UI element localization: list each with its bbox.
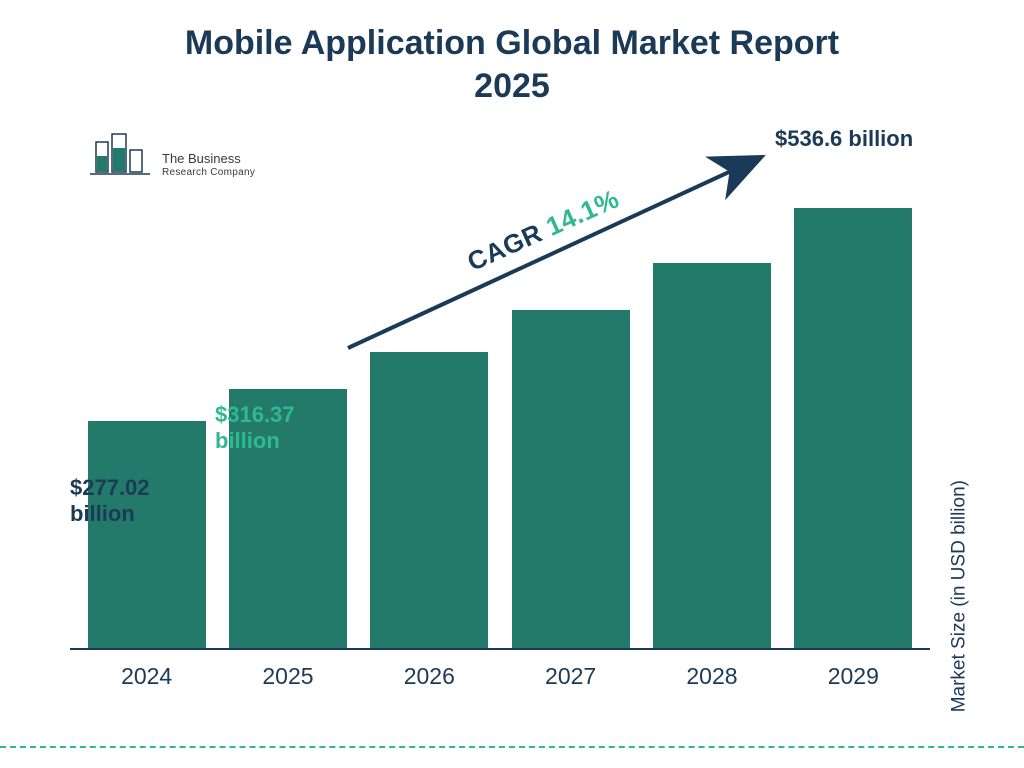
bar-wrap (364, 352, 494, 648)
x-tick-label: 2028 (647, 655, 777, 690)
bar (794, 208, 912, 648)
x-tick-label: 2027 (506, 655, 636, 690)
x-tick-label: 2025 (223, 655, 353, 690)
bar (512, 310, 630, 648)
x-tick-label: 2026 (364, 655, 494, 690)
x-tick-label: 2024 (82, 655, 212, 690)
bar-wrap (82, 421, 212, 648)
y-axis-label: Market Size (in USD billion) (948, 480, 970, 712)
bar-wrap (506, 310, 636, 648)
x-axis-baseline (70, 648, 930, 650)
bar-wrap (788, 208, 918, 648)
x-axis-labels: 2024 2025 2026 2027 2028 2029 (70, 655, 930, 690)
value-label: $277.02billion (70, 475, 150, 528)
title-line2: 2025 (474, 67, 550, 105)
value-label: $536.6 billion (775, 126, 913, 152)
bar (370, 352, 488, 648)
bar (88, 421, 206, 648)
x-tick-label: 2029 (788, 655, 918, 690)
chart-title: Mobile Application Global Market Report … (0, 0, 1024, 107)
bar-wrap (647, 263, 777, 648)
bottom-divider (0, 746, 1024, 748)
bar (653, 263, 771, 648)
chart-area: 202420252026202720282029 Market Size (in… (70, 130, 930, 690)
title-line1: Mobile Application Global Market Report (185, 24, 839, 62)
value-label: $316.37billion (215, 402, 295, 455)
